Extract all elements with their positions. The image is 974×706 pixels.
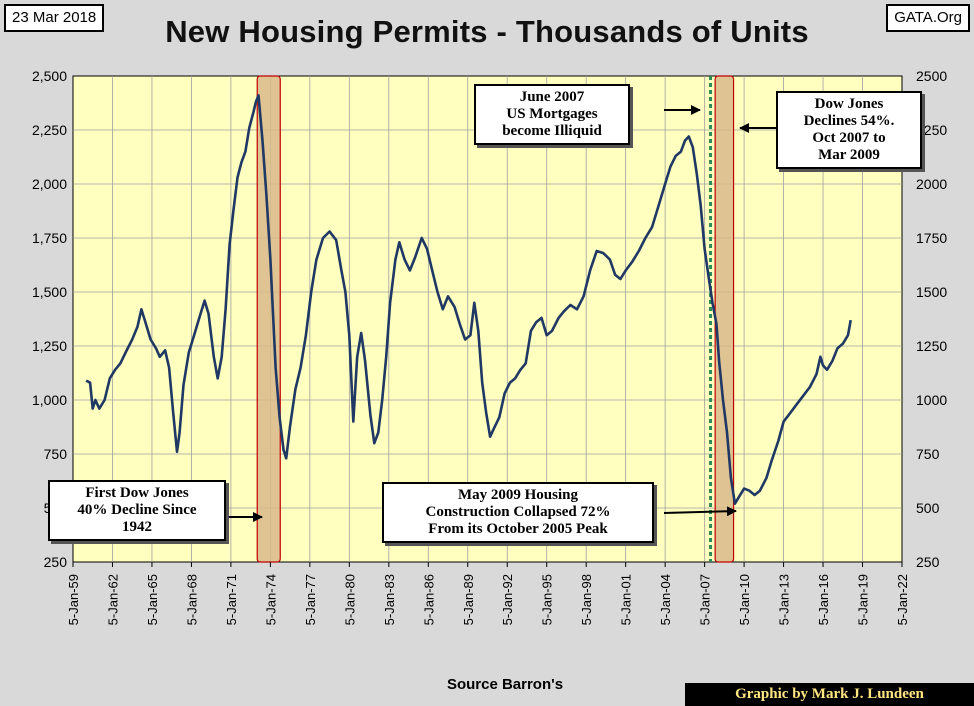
annotation-line: Declines 54%.	[803, 113, 895, 129]
x-tick-label: 5-Jan-89	[461, 574, 476, 625]
right-tick-label: 750	[916, 446, 940, 462]
right-tick-label: 1000	[916, 392, 947, 408]
annotation-line: From its October 2005 Peak	[428, 521, 608, 537]
x-tick-label: 5-Jan-59	[66, 574, 81, 625]
right-tick-label: 2250	[916, 122, 947, 138]
x-tick-label: 5-Jan-92	[500, 574, 515, 625]
annotation-line: May 2009 Housing	[457, 487, 578, 503]
left-tick-label: 1,500	[32, 284, 67, 300]
x-tick-label: 5-Jan-22	[895, 574, 910, 625]
annotation-dow-54: Dow Jones Declines 54%. Oct 2007 to Mar …	[776, 91, 922, 169]
left-tick-label: 2,250	[32, 122, 67, 138]
site-label: GATA.Org	[886, 4, 970, 32]
annotation-line: June 2007	[519, 89, 585, 105]
left-tick-label: 1,000	[32, 392, 67, 408]
right-tick-label: 2000	[916, 176, 947, 192]
right-tick-label: 1250	[916, 338, 947, 354]
right-tick-label: 500	[916, 500, 940, 516]
x-tick-label: 5-Jan-77	[303, 574, 318, 625]
annotation-line: Construction Collapsed 72%	[425, 504, 611, 520]
x-tick-label: 5-Jan-10	[737, 574, 752, 625]
annotation-june-2007: June 2007 US Mortgages become Illiquid	[474, 84, 630, 145]
annotation-line: US Mortgages	[506, 106, 598, 122]
left-tick-label: 1,250	[32, 338, 67, 354]
annotation-dow-40: First Dow Jones 40% Decline Since 1942	[48, 480, 226, 541]
x-tick-label: 5-Jan-13	[777, 574, 792, 625]
left-tick-label: 2,500	[32, 68, 67, 84]
x-tick-label: 5-Jan-01	[619, 574, 634, 625]
x-tick-label: 5-Jan-68	[184, 574, 199, 625]
shaded-period	[256, 75, 281, 563]
annotation-line: First Dow Jones	[85, 485, 189, 501]
date-label: 23 Mar 2018	[4, 4, 105, 32]
x-tick-label: 5-Jan-95	[540, 574, 555, 625]
left-tick-label: 250	[44, 554, 68, 570]
x-tick-label: 5-Jan-62	[105, 574, 120, 625]
right-tick-label: 2500	[916, 68, 947, 84]
shaded-period	[714, 75, 735, 563]
x-tick-label: 5-Jan-04	[658, 574, 673, 625]
credit-label: Graphic by Mark J. Lundeen	[685, 683, 974, 706]
left-tick-label: 750	[44, 446, 68, 462]
right-tick-label: 1500	[916, 284, 947, 300]
annotation-arrow	[663, 506, 737, 517]
x-tick-label: 5-Jan-80	[342, 574, 357, 625]
annotation-may-2009: May 2009 Housing Construction Collapsed …	[382, 482, 654, 543]
x-tick-label: 5-Jan-16	[816, 574, 831, 625]
x-tick-label: 5-Jan-98	[579, 574, 594, 625]
annotation-line: become Illiquid	[502, 123, 602, 139]
x-tick-label: 5-Jan-86	[421, 574, 436, 625]
annotation-line: Mar 2009	[818, 147, 880, 163]
x-tick-label: 5-Jan-19	[856, 574, 871, 625]
x-tick-label: 5-Jan-65	[145, 574, 160, 625]
x-tick-label: 5-Jan-74	[263, 574, 278, 625]
x-tick-label: 5-Jan-07	[698, 574, 713, 625]
annotation-line: 40% Decline Since	[77, 502, 197, 518]
permits-series-line	[85, 94, 852, 505]
source-label: Source Barron's	[446, 676, 564, 693]
annotation-line: 1942	[122, 519, 152, 535]
right-tick-label: 1750	[916, 230, 947, 246]
right-tick-label: 250	[916, 554, 940, 570]
x-tick-label: 5-Jan-83	[382, 574, 397, 625]
chart-title: New Housing Permits - Thousands of Units	[165, 14, 809, 49]
annotation-line: Oct 2007 to	[812, 130, 886, 146]
annotation-line: Dow Jones	[814, 96, 884, 112]
left-tick-label: 2,000	[32, 176, 67, 192]
left-tick-label: 1,750	[32, 230, 67, 246]
x-tick-label: 5-Jan-71	[224, 574, 239, 625]
